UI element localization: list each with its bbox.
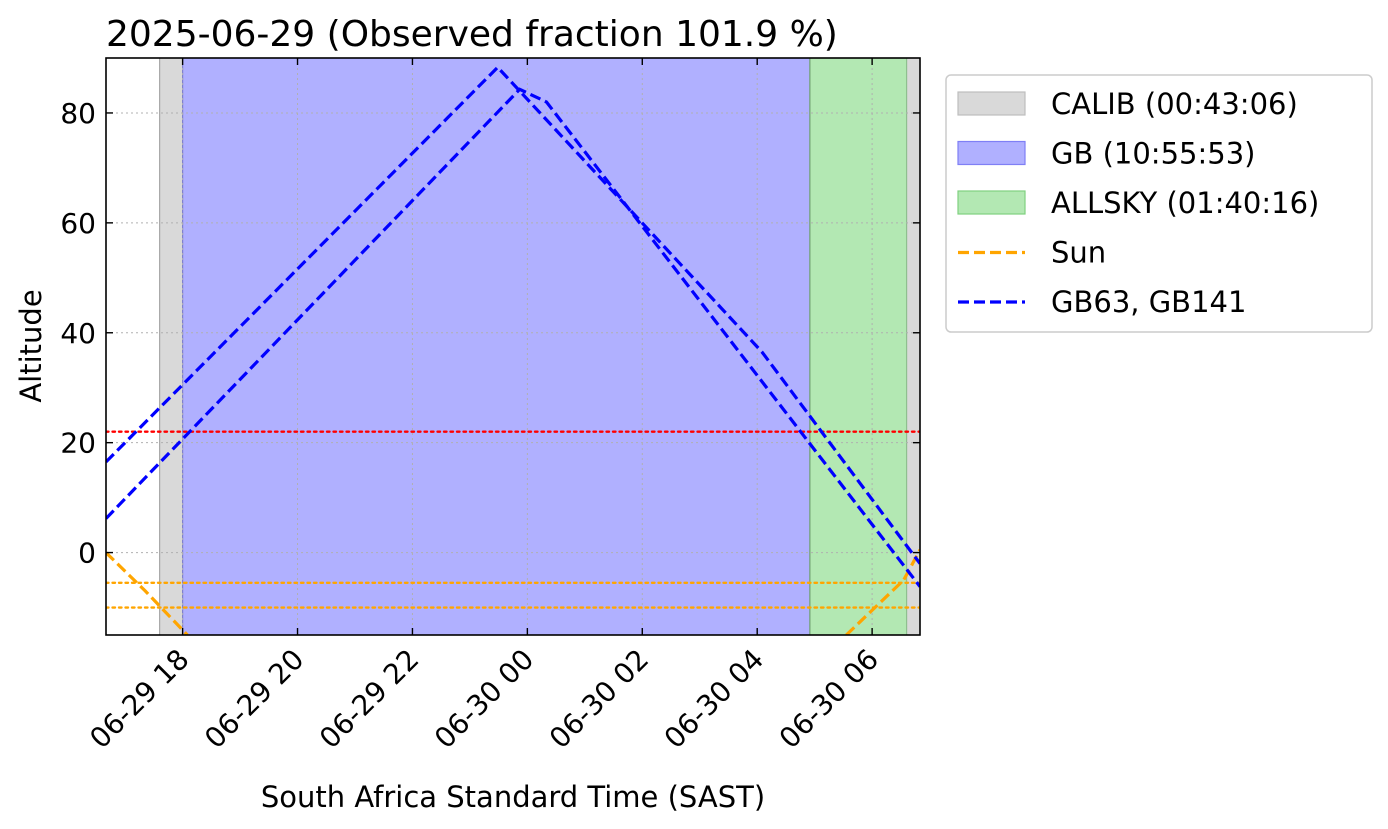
legend: CALIB (00:43:06) GB (10:55:53) ALLSKY (01:…: [945, 74, 1373, 333]
y-tick-label: 60: [60, 207, 96, 240]
legend-item-sun: Sun: [958, 236, 1106, 270]
y-tick-label: 80: [60, 97, 96, 130]
x-tick-label: 06-30 02: [543, 643, 655, 755]
plot-frame: [105, 57, 921, 636]
legend-frame: [945, 74, 1373, 333]
series-gb63-line-0: [106, 64, 920, 565]
x-tick-label: 06-29 20: [198, 643, 310, 755]
chart-title: 2025-06-29 (Observed fraction 101.9 %): [106, 14, 838, 55]
span-allsky-2: [809, 58, 907, 635]
series-gb141-line-0: [106, 87, 920, 588]
span-calib-3: [906, 58, 920, 635]
x-tick-label: 06-29 18: [83, 643, 195, 755]
legend-swatch: [957, 91, 1026, 116]
y-tick-label: 20: [60, 427, 96, 460]
y-tick-label: 0: [78, 537, 96, 570]
span-gb-1: [182, 58, 810, 635]
time-spans: [159, 58, 920, 635]
x-tick-label: 06-29 22: [313, 643, 425, 755]
series-sun-line-1: [845, 549, 920, 635]
legend-swatch: [957, 140, 1026, 166]
span-calib-0: [159, 58, 183, 635]
legend-item-gb-10-55-53: GB (10:55:53): [957, 137, 1255, 171]
legend-swatch: [957, 190, 1026, 215]
x-tick-label: 06-30 00: [428, 643, 540, 755]
x-tick-label: 06-30 04: [658, 643, 770, 755]
series-lines: [106, 64, 920, 635]
legend-label: CALIB (00:43:06): [1051, 87, 1298, 121]
x-axis-label: South Africa Standard Time (SAST): [261, 780, 765, 814]
series-sun-line-0: [106, 551, 189, 635]
legend-label: GB63, GB141: [1051, 285, 1246, 319]
legend-item-allsky-01-40-16: ALLSKY (01:40:16): [957, 186, 1319, 220]
y-axis-label: Altitude: [14, 289, 48, 402]
y-tick-label: 40: [60, 317, 96, 350]
legend-item-gb63-gb141: GB63, GB141: [958, 285, 1246, 319]
threshold-lines: [106, 430, 920, 609]
legend-label: ALLSKY (01:40:16): [1051, 186, 1319, 220]
legend-item-calib-00-43-06: CALIB (00:43:06): [957, 87, 1298, 121]
legend-label: Sun: [1051, 236, 1106, 270]
x-tick-label: 06-30 06: [773, 643, 885, 755]
legend-label: GB (10:55:53): [1051, 137, 1255, 171]
